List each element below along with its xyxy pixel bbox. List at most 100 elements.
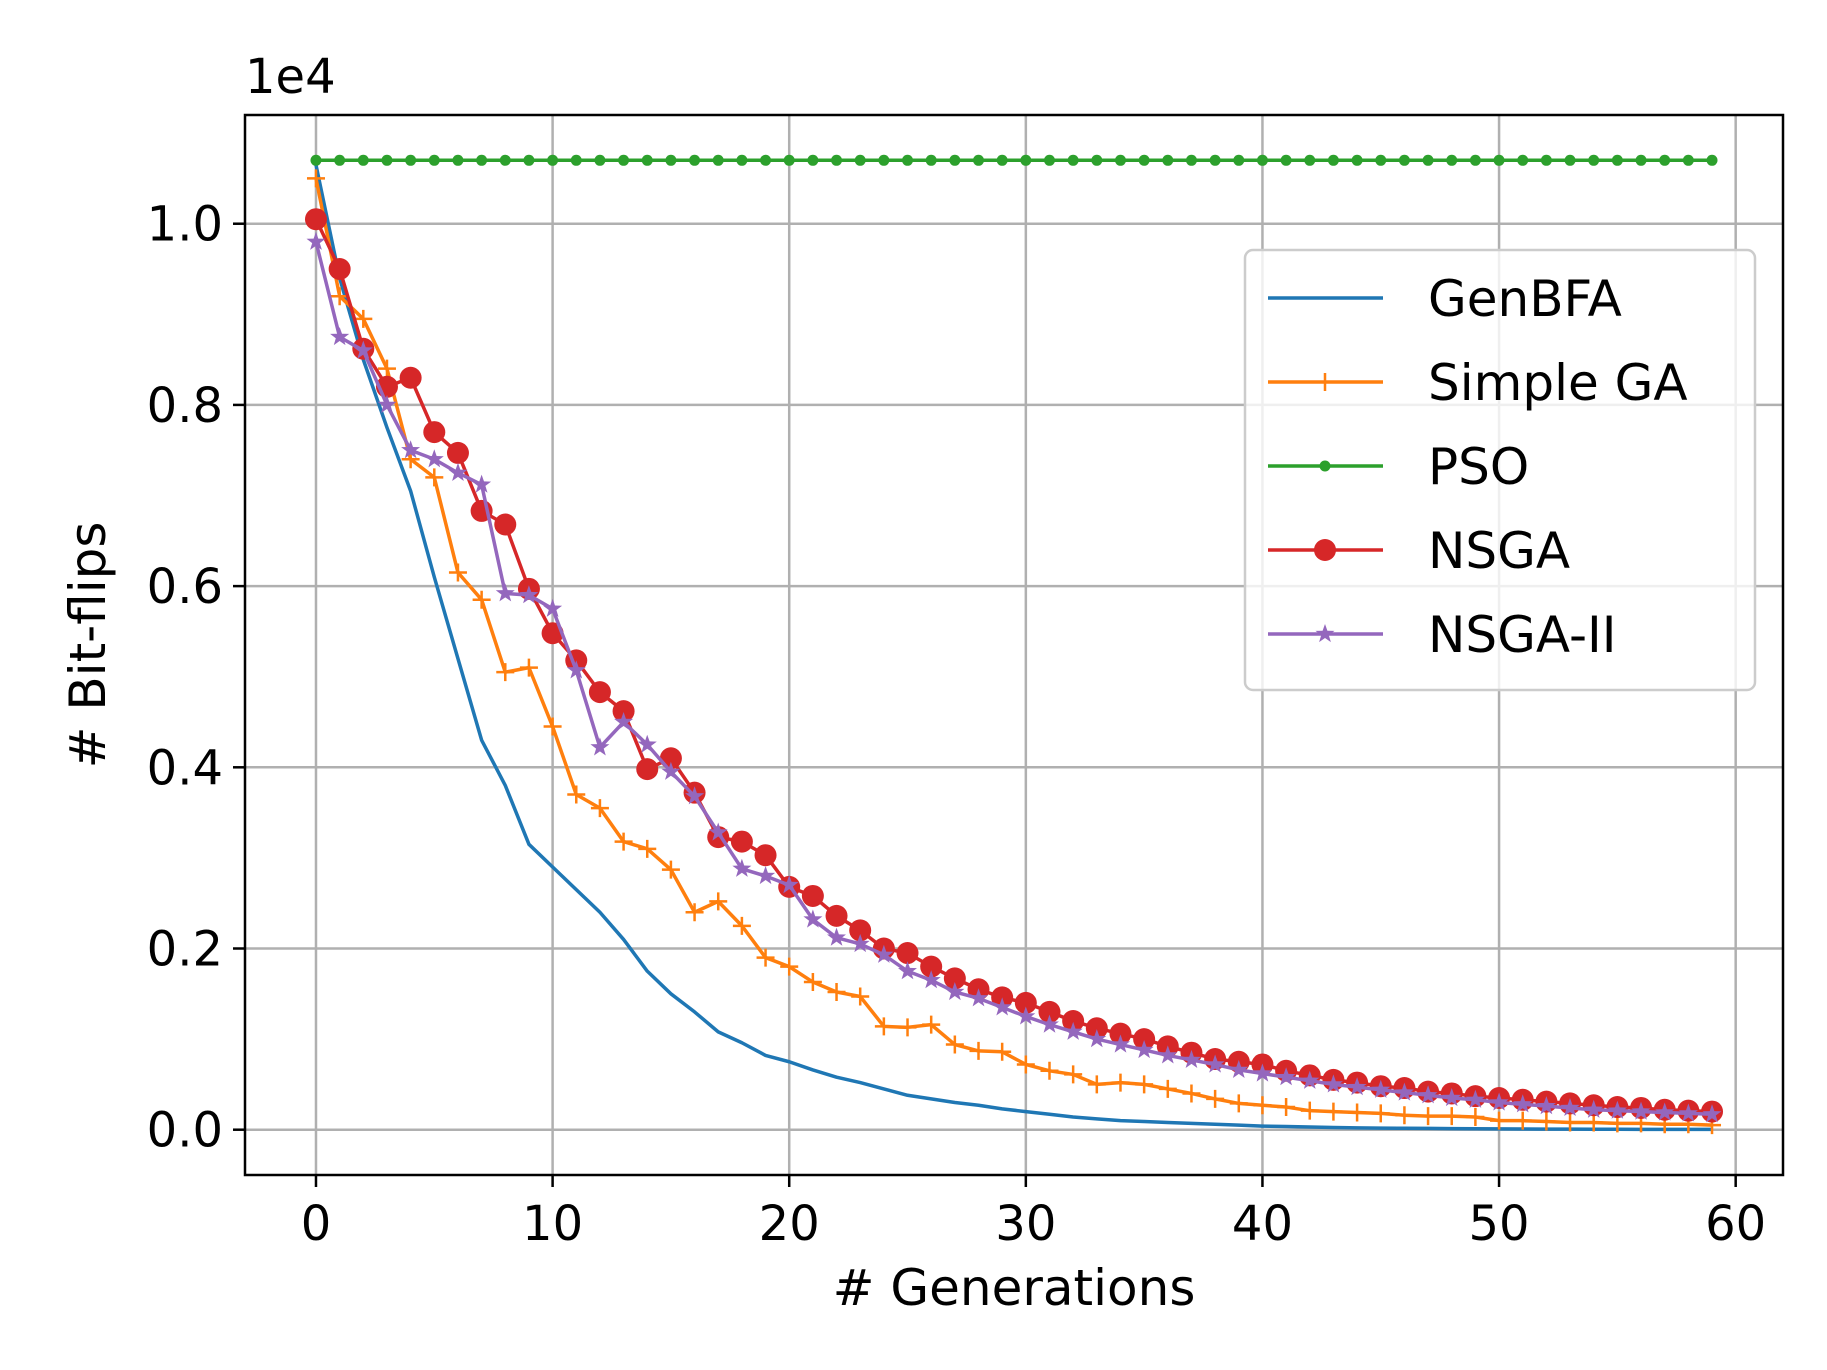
data-point-simple-ga <box>1513 1111 1532 1130</box>
data-point-simple-ga <box>803 973 822 992</box>
data-point-nsga <box>612 700 635 723</box>
data-point-nsga-ii <box>519 585 539 604</box>
y-tick-label: 0.2 <box>147 922 223 978</box>
data-point-simple-ga <box>614 832 633 851</box>
data-point-simple-ga <box>638 839 657 858</box>
y-tick-label: 0.6 <box>147 559 223 615</box>
data-point-simple-ga <box>732 916 751 935</box>
data-point-simple-ga <box>496 663 515 682</box>
data-point-simple-ga <box>590 799 609 818</box>
data-point-simple-ga <box>874 1017 893 1036</box>
data-point-nsga <box>1085 1017 1108 1040</box>
x-tick-label: 0 <box>301 1196 332 1252</box>
data-point-pso <box>1114 154 1126 166</box>
data-point-nsga-ii <box>803 909 823 928</box>
data-point-nsga-ii <box>1442 1088 1462 1107</box>
data-point-nsga <box>399 366 422 389</box>
data-point-nsga <box>588 681 611 704</box>
data-point-nsga-ii <box>708 822 728 841</box>
legend-entry-genbfa: GenBFA <box>1268 270 1622 328</box>
data-point-simple-ga <box>1324 1102 1343 1121</box>
data-point-nsga <box>1109 1022 1132 1045</box>
data-point-nsga-ii <box>1229 1059 1249 1078</box>
data-point-nsga-ii <box>1063 1021 1083 1040</box>
legend-marker-nsga <box>1314 539 1336 561</box>
data-point-nsga-ii <box>1347 1077 1367 1096</box>
x-tick-label: 30 <box>995 1196 1056 1252</box>
data-point-pso <box>1611 154 1623 166</box>
data-point-nsga-ii <box>401 440 421 459</box>
data-point-nsga-ii <box>1560 1098 1580 1116</box>
y-axis-label: # Bit-flips <box>59 522 117 769</box>
data-point-pso <box>878 154 890 166</box>
data-point-pso <box>1706 154 1718 166</box>
data-point-nsga <box>991 986 1014 1009</box>
data-point-pso <box>1209 154 1221 166</box>
data-point-simple-ga <box>1584 1113 1603 1132</box>
data-point-pso <box>618 154 630 166</box>
data-point-nsga-ii <box>874 944 894 963</box>
series-line-genbfa <box>314 164 1713 1132</box>
data-point-nsga-ii <box>969 988 988 1007</box>
legend-label-nsga: NSGA <box>1428 522 1570 580</box>
x-tick-label: 10 <box>522 1196 583 1252</box>
data-point-pso <box>689 154 701 166</box>
data-point-pso <box>831 154 843 166</box>
data-point-simple-ga <box>1561 1113 1580 1132</box>
data-point-nsga-ii <box>1040 1014 1059 1033</box>
data-point-pso <box>973 154 985 166</box>
data-point-pso <box>1422 154 1434 166</box>
data-point-simple-ga <box>661 860 680 879</box>
data-point-nsga-ii <box>566 660 586 679</box>
data-point-simple-ga <box>780 957 799 976</box>
data-point-pso <box>760 154 772 166</box>
data-point-pso <box>310 154 322 166</box>
data-point-nsga-ii <box>992 997 1012 1016</box>
data-point-simple-ga <box>922 1015 941 1034</box>
data-point-nsga-ii <box>637 734 657 753</box>
data-point-simple-ga <box>851 987 870 1006</box>
data-point-pso <box>996 154 1008 166</box>
x-tick-label: 20 <box>759 1196 820 1252</box>
data-point-pso <box>1185 154 1197 166</box>
data-point-pso <box>1091 154 1103 166</box>
legend-label-simple-ga: Simple GA <box>1428 354 1688 412</box>
data-point-pso <box>783 154 795 166</box>
data-point-simple-ga <box>969 1041 988 1060</box>
data-point-pso <box>1446 154 1458 166</box>
plot-frame <box>243 113 1785 1177</box>
data-point-nsga-ii <box>756 866 776 885</box>
data-point-nsga-ii <box>1276 1067 1296 1086</box>
legend-entry-pso: PSO <box>1268 438 1529 496</box>
data-point-pso <box>594 154 606 166</box>
data-point-nsga-ii <box>1702 1104 1722 1123</box>
data-point-nsga-ii <box>1418 1085 1438 1104</box>
data-point-nsga-ii <box>614 712 634 731</box>
data-point-simple-ga <box>1064 1065 1083 1084</box>
legend-label-nsga-ii: NSGA-II <box>1428 606 1617 664</box>
series-simple-ga <box>306 169 1722 1135</box>
data-point-pso <box>1540 154 1552 166</box>
data-point-pso <box>428 154 440 166</box>
data-point-pso <box>523 154 535 166</box>
data-point-pso <box>1493 154 1505 166</box>
legend-marker-simple-ga <box>1316 373 1334 391</box>
data-point-pso <box>476 154 488 166</box>
data-point-pso <box>1162 154 1174 166</box>
series-nsga-ii <box>306 231 1722 1123</box>
legend-label-genbfa: GenBFA <box>1428 270 1622 328</box>
data-point-nsga <box>1038 1000 1061 1023</box>
data-point-pso <box>1304 154 1316 166</box>
data-point-pso <box>1517 154 1529 166</box>
data-point-pso <box>1138 154 1150 166</box>
data-point-nsga-ii <box>921 970 941 989</box>
data-point-nsga-ii <box>472 474 492 493</box>
data-point-simple-ga <box>448 563 467 582</box>
data-point-simple-ga <box>1229 1094 1248 1113</box>
data-point-nsga-ii <box>1655 1102 1675 1121</box>
data-point-simple-ga <box>1158 1079 1177 1098</box>
data-point-nsga-ii <box>1489 1092 1509 1111</box>
data-point-pso <box>1375 154 1387 166</box>
data-point-nsga <box>754 844 777 867</box>
data-point-nsga-ii <box>377 394 397 413</box>
